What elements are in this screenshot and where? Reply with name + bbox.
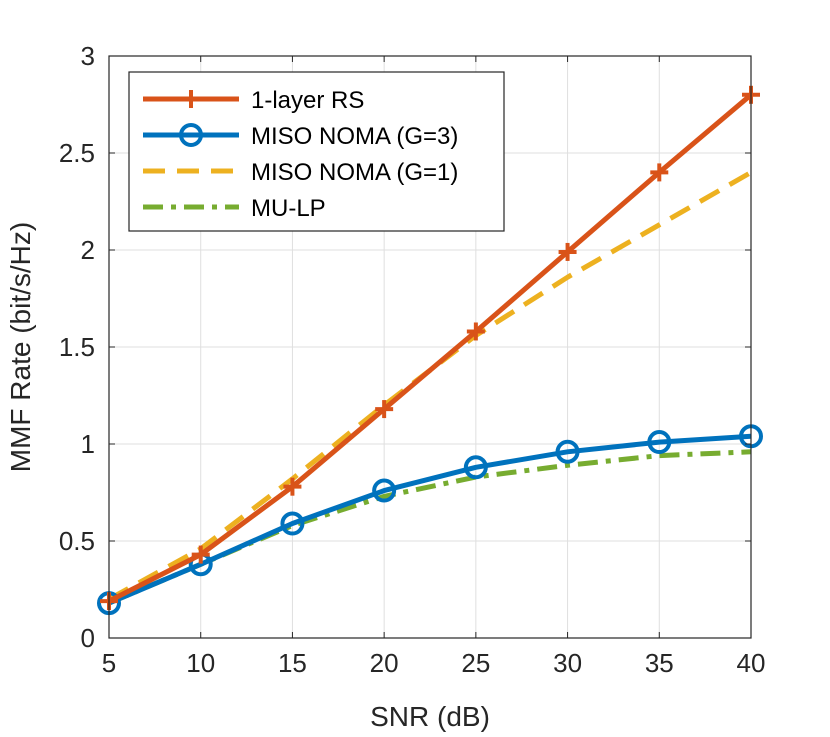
x-tick-label: 5 [102,648,116,678]
y-tick-label: 2 [81,235,95,265]
x-tick-label: 35 [645,648,674,678]
ticks: 5 10 15 20 25 30 35 40 0 0.5 1 1.5 2 2.5 3 [59,41,766,678]
y-tick-label: 0.5 [59,526,95,556]
legend-label: MISO NOMA (G=3) [251,123,458,150]
data-point [650,163,669,182]
series-0 [100,85,760,611]
series-layer [97,85,763,616]
data-point [283,477,302,496]
legend-label: MISO NOMA (G=1) [251,159,458,186]
data-point [558,242,577,261]
y-tick-label: 2.5 [59,138,95,168]
legend-marker [182,90,200,108]
x-tick-label: 25 [461,648,490,678]
data-point [372,478,397,503]
data-point [280,511,305,536]
legend-label: MU-LP [251,195,326,222]
legend: 1-layer RS MISO NOMA (G=3) MISO NOMA (G=1)… [128,71,505,232]
x-axis-label: SNR (dB) [370,701,490,732]
series-3 [108,449,752,606]
data-point [555,439,580,464]
series-line [108,433,752,606]
series-line [107,92,753,604]
x-tick-label: 20 [370,648,399,678]
data-point [463,455,488,480]
data-point [375,400,394,419]
y-tick-label: 3 [81,41,95,71]
legend-entry: MU-LP [143,195,326,222]
data-point [191,545,210,564]
y-tick-label: 0 [81,623,95,653]
legend-label: 1-layer RS [251,87,364,114]
legend-entry: MISO NOMA (G=3) [143,123,458,150]
legend-entry: MISO NOMA (G=1) [143,159,458,186]
data-point [466,322,485,341]
legend-entry: 1-layer RS [143,87,364,114]
x-tick-label: 15 [278,648,307,678]
data-point [647,430,672,455]
x-tick-label: 30 [553,648,582,678]
y-tick-label: 1 [81,429,95,459]
y-axis-label: MMF Rate (bit/s/Hz) [5,222,36,472]
x-tick-label: 10 [186,648,215,678]
x-tick-label: 40 [737,648,766,678]
series-line [108,449,752,606]
y-tick-label: 1.5 [59,332,95,362]
legend-marker [179,123,203,147]
